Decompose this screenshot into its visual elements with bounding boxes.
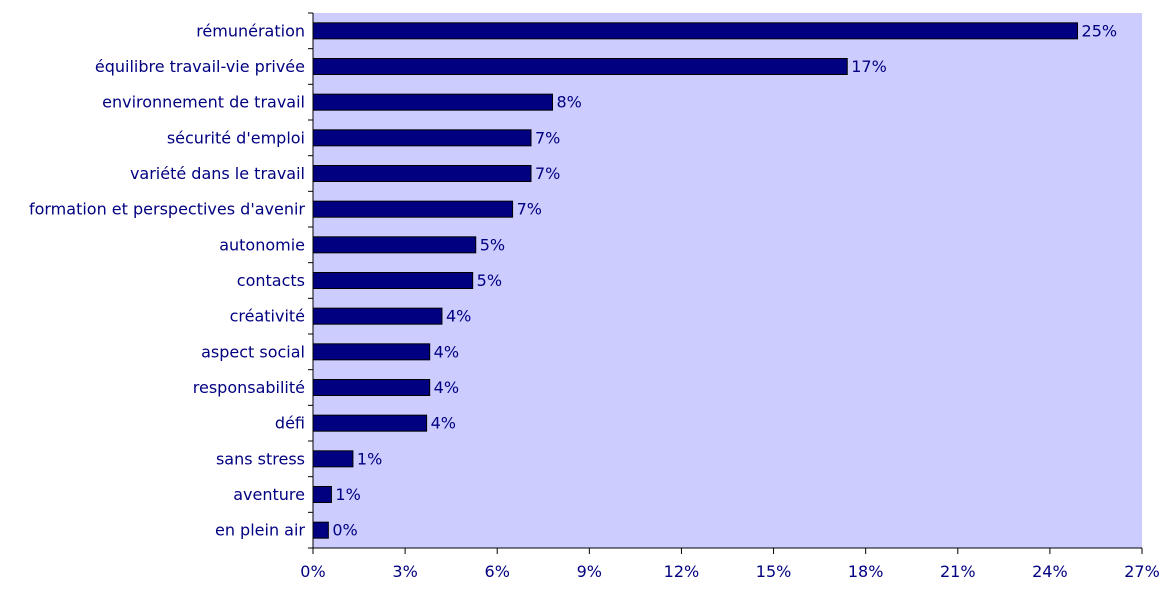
x-tick-label: 21% xyxy=(940,562,976,581)
data-label: 4% xyxy=(431,414,456,433)
bar xyxy=(312,307,443,325)
category-label: rémunération xyxy=(196,21,305,40)
data-label: 8% xyxy=(556,93,581,112)
category-label: sans stress xyxy=(216,449,305,468)
x-tick-label: 18% xyxy=(848,562,884,581)
x-tick-label: 12% xyxy=(664,562,700,581)
data-label: 1% xyxy=(357,449,382,468)
category-label: autonomie xyxy=(219,235,305,254)
bar xyxy=(312,450,354,468)
category-label: en plein air xyxy=(215,521,305,540)
x-tick-label: 0% xyxy=(300,562,325,581)
bar xyxy=(312,93,553,111)
bar xyxy=(312,343,431,361)
x-tick-label: 15% xyxy=(756,562,792,581)
bar xyxy=(312,236,477,254)
bar xyxy=(312,379,431,396)
bar xyxy=(312,414,428,432)
data-label: 7% xyxy=(535,164,560,183)
data-label: 25% xyxy=(1082,21,1118,40)
x-tick-label: 9% xyxy=(577,562,602,581)
category-label: aspect social xyxy=(201,342,305,361)
category-label: responsabilité xyxy=(193,378,305,397)
category-label: créativité xyxy=(230,307,305,326)
category-label: défi xyxy=(275,414,305,433)
data-label: 4% xyxy=(446,307,471,326)
category-label: aventure xyxy=(233,485,305,504)
data-label: 4% xyxy=(434,378,459,397)
x-tick-label: 24% xyxy=(1032,562,1068,581)
category-label: sécurité d'emploi xyxy=(167,128,305,147)
category-label: environnement de travail xyxy=(102,93,305,112)
bar xyxy=(312,486,332,503)
data-label: 7% xyxy=(517,200,542,219)
category-label: variété dans le travail xyxy=(130,164,305,183)
category-label: formation et perspectives d'avenir xyxy=(29,200,305,219)
bar xyxy=(312,272,474,289)
bar xyxy=(312,22,1079,40)
bar xyxy=(312,200,514,218)
bar xyxy=(312,58,848,75)
x-tick-label: 6% xyxy=(485,562,510,581)
category-label: équilibre travail-vie privée xyxy=(95,57,305,76)
x-tick-label: 3% xyxy=(392,562,417,581)
data-label: 17% xyxy=(851,57,887,76)
data-label: 4% xyxy=(434,342,459,361)
x-tick-label: 27% xyxy=(1124,562,1160,581)
data-label: 5% xyxy=(480,235,505,254)
category-label: contacts xyxy=(237,271,305,290)
bar xyxy=(312,129,532,147)
data-label: 1% xyxy=(335,485,360,504)
data-label: 0% xyxy=(332,521,357,540)
data-label: 5% xyxy=(477,271,502,290)
bar xyxy=(312,521,329,539)
bar xyxy=(312,165,532,182)
data-label: 7% xyxy=(535,128,560,147)
